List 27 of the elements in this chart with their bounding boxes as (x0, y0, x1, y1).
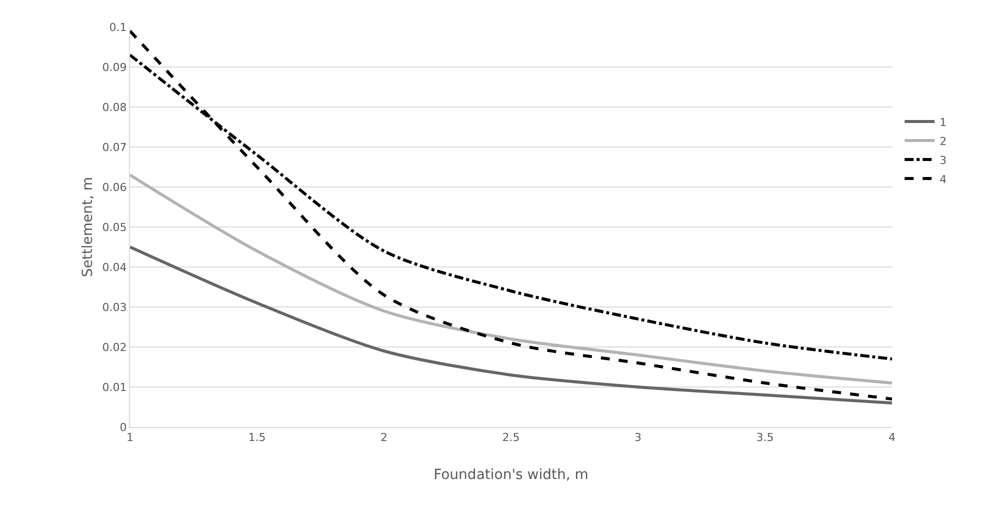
legend-label: 3 (940, 154, 947, 167)
y-tick-label: 0.07 (102, 140, 127, 154)
line-series (130, 246, 892, 404)
line-series (130, 174, 892, 384)
legend-label: 1 (940, 116, 947, 129)
x-tick-label: 4 (888, 431, 896, 444)
y-tick-label: 0 (120, 420, 127, 434)
legend-label: 2 (940, 134, 947, 148)
y-tick-label: 0.04 (102, 260, 127, 274)
y-tick-label: 0.1 (109, 20, 127, 34)
y-tick-label: 0.06 (102, 180, 127, 194)
x-axis-title: Foundation's width, m (434, 467, 588, 483)
y-tick-label: 0.05 (102, 220, 127, 234)
x-tick-label: 2 (380, 431, 388, 444)
x-tick-label: 3 (634, 431, 642, 444)
x-tick-label: 2.5 (502, 431, 520, 444)
y-tick-label: 0.03 (102, 300, 127, 314)
y-tick-label: 0.02 (102, 340, 127, 354)
x-tick-label: 3.5 (756, 431, 774, 444)
y-tick-label: 0.01 (102, 380, 127, 394)
y-tick-label: 0.08 (102, 100, 127, 114)
x-tick-label: 1.5 (248, 431, 266, 444)
y-axis-title: Settlement, m (80, 176, 96, 278)
x-tick-label: 1 (126, 431, 134, 444)
legend-label: 4 (940, 172, 947, 186)
y-tick-label: 0.09 (102, 60, 127, 74)
line-series (130, 30, 892, 400)
